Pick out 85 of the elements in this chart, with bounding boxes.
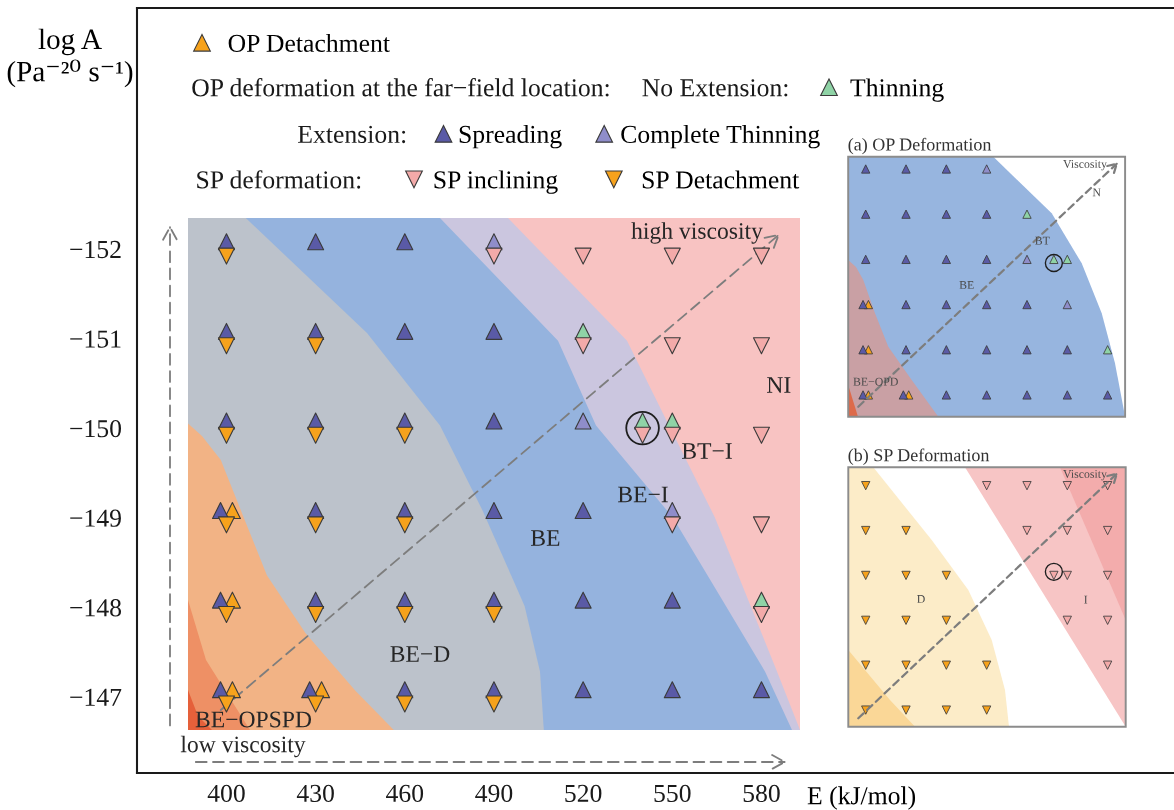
annotation: BT: [1035, 236, 1050, 245]
point: [307, 426, 325, 444]
point: [485, 322, 503, 340]
point: [396, 233, 414, 251]
point: [752, 337, 770, 355]
annotation: NI: [767, 377, 791, 393]
point: [307, 337, 325, 355]
point: [663, 591, 681, 609]
point: [217, 337, 236, 355]
point: [574, 337, 592, 355]
point: [663, 247, 681, 265]
legend-label: Spreading: [459, 124, 562, 149]
point: [307, 695, 325, 713]
y-tick-label: −152: [70, 240, 121, 259]
point: [217, 247, 236, 265]
point: [396, 695, 414, 713]
x-tick-label: 490: [475, 784, 513, 803]
point: [663, 516, 681, 534]
legend-label: SP inclining: [434, 170, 558, 194]
point: [217, 516, 236, 534]
y-axis-title: log A (Pa⁻²⁰ s⁻¹): [7, 28, 133, 88]
point: [663, 426, 681, 444]
point: [663, 681, 681, 699]
point: [485, 501, 503, 520]
point: [307, 516, 325, 534]
point: [307, 233, 325, 251]
y-tick-label: −149: [70, 509, 121, 527]
point: [574, 412, 592, 430]
point: [396, 516, 414, 534]
point: [663, 337, 681, 355]
x-tick-label: 400: [207, 784, 245, 803]
x-tick-label: 430: [296, 784, 334, 803]
point: [752, 681, 770, 699]
annotation: BE−D: [390, 646, 450, 662]
annotation: BE−I: [618, 486, 668, 503]
point: [752, 605, 770, 623]
point: [625, 410, 660, 446]
annotation: low viscosity: [180, 735, 306, 758]
y-tick-label: −147: [70, 688, 122, 706]
point: [485, 247, 503, 265]
annotation: SP deformation:: [197, 170, 361, 189]
annotation: I: [1084, 595, 1088, 604]
annotation: Extension:: [298, 125, 406, 144]
legend-label: OP Detachment: [228, 33, 390, 53]
annotation: D: [917, 595, 925, 603]
point: [217, 605, 236, 623]
x-tick-label: 550: [654, 784, 691, 803]
y-tick-label: −148: [70, 599, 122, 617]
point: [752, 247, 770, 265]
point: [396, 605, 414, 623]
point: [574, 591, 592, 609]
point: [485, 605, 503, 623]
y-tick-label: −151: [70, 330, 121, 348]
point: [307, 605, 325, 623]
point: [485, 412, 503, 430]
annotation: (a) OP Deformation: [848, 137, 992, 155]
annotation: high viscosity: [631, 222, 763, 244]
point: [752, 426, 770, 444]
annotation: N: [1092, 188, 1101, 197]
annotation: BE−OPD: [853, 377, 898, 386]
annotation: OP deformation at the far−field location:: [192, 78, 609, 97]
x-tick-label: 460: [386, 784, 424, 803]
point: [574, 681, 592, 699]
point: [574, 501, 592, 520]
point: [574, 247, 592, 265]
x-tick-label: 580: [743, 784, 780, 803]
x-axis-title: E (kJ/mol): [807, 786, 916, 810]
annotation: (b) SP Deformation: [848, 448, 990, 465]
annotation: Viscosity: [1063, 469, 1107, 481]
annotation: BE−OPSPD: [195, 711, 312, 728]
point: [485, 695, 503, 713]
annotation: No Extension:: [642, 79, 788, 97]
point: [396, 322, 414, 340]
point: [752, 516, 770, 534]
annotation: BT−I: [682, 443, 732, 459]
x-tick-label: 520: [565, 784, 602, 803]
legend-label: Complete Thinning: [621, 124, 820, 149]
y-tick-label: −150: [70, 419, 122, 438]
legend-label: SP Detachment: [642, 170, 800, 189]
legend-label: Thinning: [850, 78, 944, 102]
annotation: BE: [959, 281, 974, 289]
annotation: Viscosity: [1063, 159, 1107, 171]
annotation: BE: [530, 530, 560, 546]
point: [396, 426, 414, 444]
point: [217, 426, 236, 444]
